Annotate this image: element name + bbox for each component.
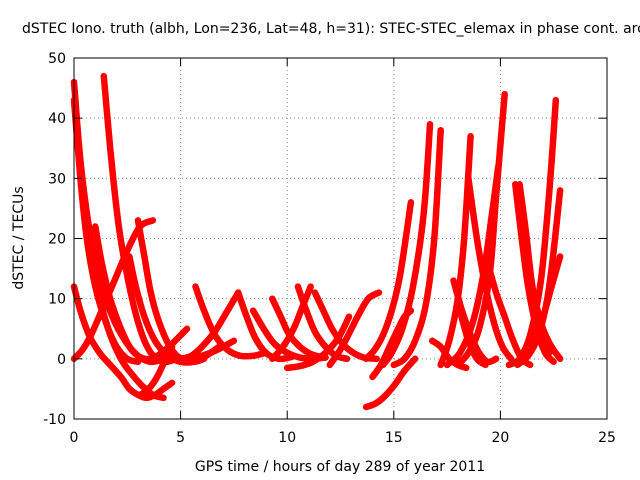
data-series-track: [390, 126, 444, 369]
data-series-track: [326, 289, 383, 369]
data-series-track: [465, 175, 515, 363]
x-tick-label: 5: [176, 430, 185, 446]
data-series-track: [379, 120, 434, 369]
y-tick-label: 20: [48, 232, 66, 248]
data-series-track: [454, 90, 508, 369]
y-tick-label: 30: [48, 171, 66, 187]
x-tick-label: 0: [70, 430, 79, 446]
data-series-track: [192, 283, 270, 360]
data-series-track: [505, 96, 560, 369]
data-series-track: [177, 289, 242, 363]
data-series-track: [269, 295, 325, 361]
y-tick-label: 50: [48, 51, 66, 67]
x-tick-label: 10: [278, 430, 296, 446]
data-series-track: [234, 289, 295, 363]
y-tick-label: 0: [57, 352, 66, 368]
y-tick-label: 40: [48, 111, 66, 127]
data-series-track: [134, 217, 208, 366]
data-tracks: [70, 72, 564, 411]
data-series-track: [136, 343, 176, 399]
data-series-track: [512, 181, 557, 366]
y-tick-label: 10: [48, 292, 66, 308]
data-series-track: [531, 295, 564, 363]
x-tick-label: 15: [385, 430, 403, 446]
data-series-track: [518, 253, 564, 363]
data-series-track: [283, 313, 353, 372]
y-axis-title: dSTEC / TECUs: [11, 186, 27, 289]
x-axis-title: GPS time / hours of day 289 of year 2011: [195, 459, 485, 475]
x-tick-label: 25: [598, 430, 616, 446]
x-tick-label: 20: [491, 430, 509, 446]
data-series-track: [81, 211, 167, 402]
data-series-track: [362, 355, 419, 411]
data-series-track: [362, 199, 415, 363]
y-tick-label: -10: [43, 412, 66, 428]
chart-title: dSTEC Iono. truth (albh, Lon=236, Lat=48…: [22, 21, 640, 37]
